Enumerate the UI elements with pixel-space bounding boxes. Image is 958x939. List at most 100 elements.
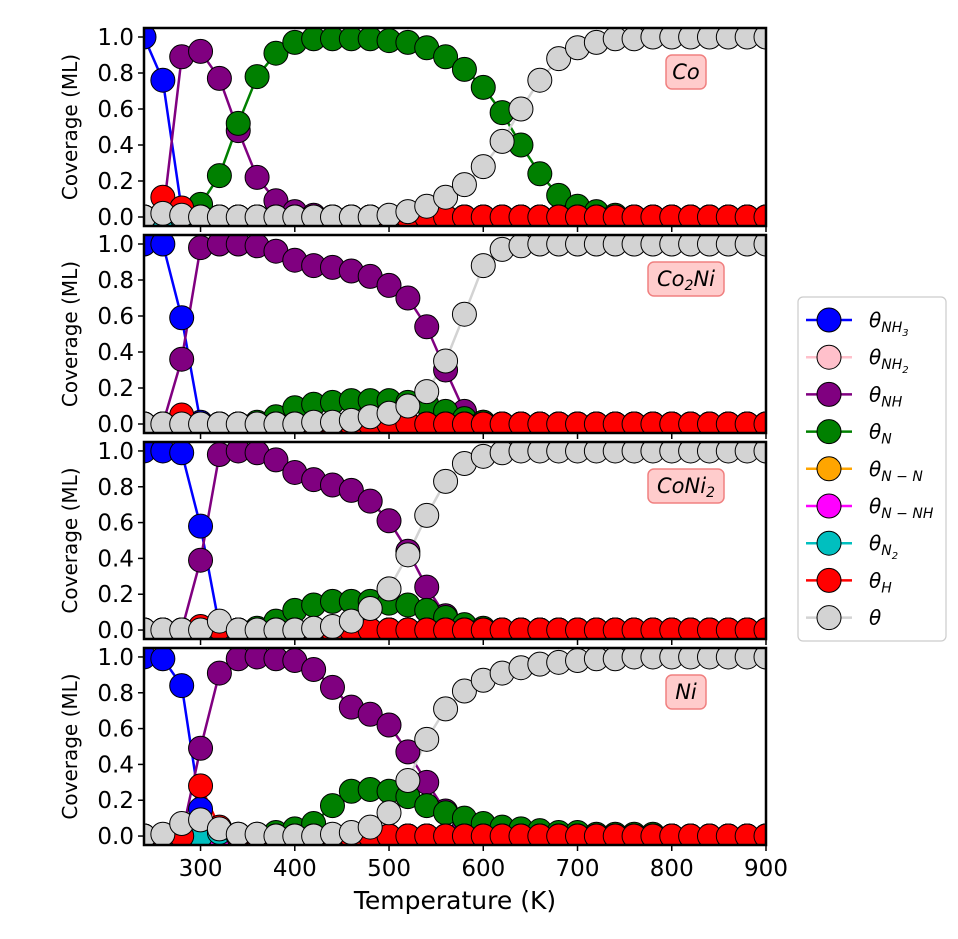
legend-subscript: N: [881, 432, 892, 448]
legend-label: θNH2: [869, 345, 909, 376]
point-empty: [508, 96, 534, 122]
legend-marker: [816, 567, 842, 593]
legend-item-NH3: θNH3: [806, 307, 909, 339]
legend-label: θ: [869, 606, 881, 630]
point-N: [319, 793, 345, 819]
point-NH: [169, 346, 195, 372]
point-empty: [753, 442, 766, 464]
point-NH3: [150, 648, 176, 672]
point-empty: [489, 128, 515, 154]
point-empty: [150, 821, 176, 845]
point-NH: [263, 447, 289, 473]
point-NH: [395, 285, 421, 311]
legend-subsubscript: 3: [902, 328, 908, 339]
point-N: [433, 44, 459, 70]
point-NH: [357, 488, 383, 514]
point-empty: [395, 393, 421, 419]
point-empty: [414, 379, 440, 405]
x-tick-label: 400: [273, 856, 317, 882]
legend-marker: [816, 493, 842, 519]
panel-label-part: 2: [685, 278, 694, 294]
point-empty: [753, 28, 766, 50]
x-tick-label: 500: [367, 856, 411, 882]
y-axis-label: Coverage (ML): [58, 467, 82, 613]
legend-marker: [816, 381, 842, 407]
point-N: [263, 40, 289, 66]
plot-area: [144, 28, 766, 226]
point-NH: [414, 574, 440, 600]
legend-theta: θ: [869, 382, 881, 406]
point-N: [451, 56, 477, 82]
legend-marker: [816, 530, 842, 556]
panel-label-part: 2: [706, 485, 715, 501]
point-empty: [753, 235, 766, 257]
legend-theta: θ: [869, 308, 881, 332]
legend-label: θNH: [869, 382, 903, 410]
legend-frame: [797, 296, 947, 642]
point-H: [188, 773, 214, 799]
panel-Co2Ni: 0.0 0.2 0.4 0.6 0.8 1.0 Coverage (ML) Co2Ni: [58, 232, 768, 439]
x-tick-label: 900: [744, 856, 788, 882]
y-tick-label: 0.0: [97, 412, 134, 438]
point-NH: [206, 65, 232, 91]
point-H: [753, 617, 766, 639]
point-NH3: [169, 305, 195, 331]
panel-label-box: [647, 261, 725, 297]
point-H: [753, 204, 766, 226]
legend-marker: [816, 419, 842, 445]
axes-frame: [142, 646, 768, 847]
legend-item-NH: θNH: [806, 381, 903, 410]
legend-theta: θ: [869, 568, 881, 592]
point-N: [225, 110, 251, 136]
y-tick-label: 0.6: [97, 717, 134, 743]
point-empty: [753, 648, 766, 670]
y-tick-label: 0.6: [97, 304, 134, 330]
legend-item-N-N: θN − N: [806, 456, 923, 485]
point-NH3: [144, 28, 157, 50]
panel-Ni: 0.0 0.2 0.4 0.6 0.8 1.0 300 400 500 600 700 800 900 C…: [58, 645, 788, 915]
axes-frame: [142, 26, 768, 228]
y-tick-label: 0.8: [97, 681, 134, 707]
point-NH: [376, 712, 402, 738]
legend-subscript: NH: [881, 320, 902, 336]
point-NH: [414, 314, 440, 340]
point-empty: [357, 596, 383, 622]
legend-label: θN − N: [869, 457, 923, 485]
legend-subscript: NH: [881, 357, 902, 373]
point-N: [470, 74, 496, 100]
y-tick-label: 0.0: [97, 618, 134, 644]
y-tick-label: 0.2: [97, 169, 134, 195]
legend-label: θN: [869, 420, 892, 448]
point-NH3: [169, 442, 195, 466]
axes-frame: [142, 440, 768, 641]
y-tick-label: 0.0: [97, 824, 134, 850]
point-NH: [188, 547, 214, 573]
legend-label: θH: [869, 568, 892, 596]
legend-subscript: NH: [881, 394, 902, 410]
point-empty: [433, 468, 459, 494]
panel-label-part: Co: [657, 267, 685, 291]
point-empty: [414, 502, 440, 528]
point-N: [527, 161, 553, 187]
point-empty: [433, 184, 459, 210]
y-tick-label: 1.0: [97, 439, 134, 465]
y-tick-label: 0.4: [97, 133, 134, 159]
panel-label: CoNi2: [657, 474, 715, 501]
point-empty: [338, 608, 364, 634]
legend-theta: θ: [869, 457, 881, 481]
x-axis-label: Temperature (K): [353, 886, 556, 915]
legend-item-NH2: θNH2: [806, 344, 909, 376]
y-axis-label: Coverage (ML): [58, 673, 82, 819]
legend-item-empty: θ: [806, 605, 881, 631]
point-empty: [527, 67, 553, 93]
point-NH: [188, 38, 214, 64]
point-empty: [414, 726, 440, 752]
point-NH3: [188, 513, 214, 539]
legend-subscript: H: [881, 580, 892, 596]
panel-label-part: Ni: [675, 680, 697, 704]
y-axis-label: Coverage (ML): [58, 54, 82, 200]
legend-theta: θ: [869, 345, 881, 369]
y-tick-label: 1.0: [97, 232, 134, 258]
y-tick-label: 0.6: [97, 97, 134, 123]
